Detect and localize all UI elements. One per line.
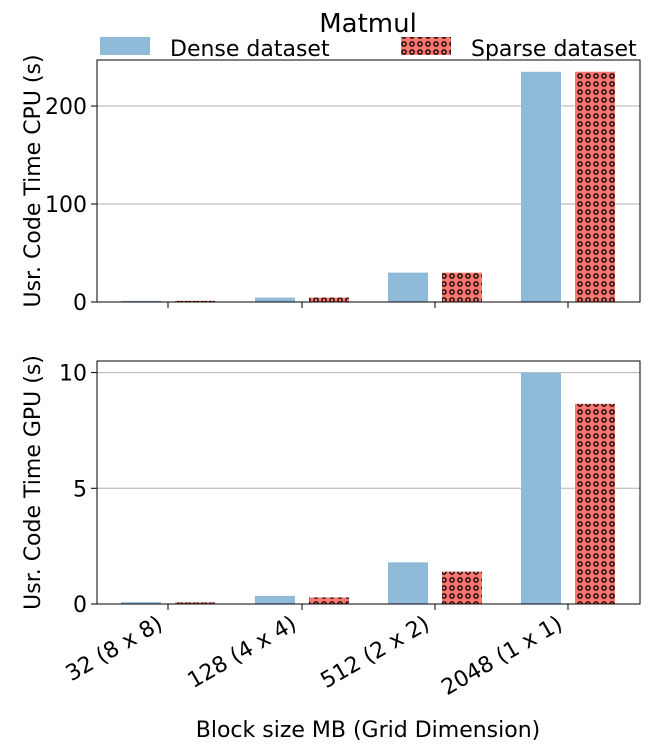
y-tick-label: 200 — [45, 95, 87, 120]
bar-sparse — [442, 571, 482, 604]
bar-sparse — [575, 71, 615, 303]
x-axis-label: Block size MB (Grid Dimension) — [196, 718, 540, 743]
bar-dense — [121, 300, 161, 302]
bar-dense — [255, 297, 295, 302]
bar-sparse — [175, 602, 215, 604]
y-tick-label: 5 — [73, 477, 87, 502]
axes-frame — [96, 360, 641, 605]
bar-dense — [388, 272, 428, 302]
bar-sparse — [175, 300, 215, 302]
x-tick-label: 32 (8 x 8) — [62, 612, 167, 687]
legend-label-dense: Dense dataset — [170, 37, 330, 62]
legend: Dense dataset Sparse dataset — [100, 37, 637, 62]
legend-swatch-sparse — [401, 37, 451, 55]
bar-dense — [521, 372, 561, 604]
legend-label-sparse: Sparse dataset — [471, 37, 637, 62]
x-tick-label: 512 (2 x 2) — [317, 612, 434, 694]
y-tick-label: 0 — [73, 593, 87, 618]
bar-dense — [521, 71, 561, 303]
y-tick-label: 0 — [73, 291, 87, 316]
bar-dense — [121, 602, 161, 604]
y-axis-label: Usr. Code Time CPU (s) — [21, 54, 46, 307]
bar-sparse — [309, 597, 349, 604]
bar-sparse — [575, 403, 615, 604]
legend-swatch-dense — [100, 37, 150, 55]
y-axis-label: Usr. Code Time GPU (s) — [21, 355, 46, 610]
bar-sparse — [442, 272, 482, 302]
bar-dense — [255, 595, 295, 604]
bar-sparse — [309, 297, 349, 302]
y-tick-label: 10 — [59, 362, 87, 387]
bar-dense — [388, 562, 428, 604]
y-tick-label: 100 — [45, 193, 87, 218]
x-tick-label: 2048 (1 x 1) — [437, 612, 567, 701]
axes-frame — [96, 59, 641, 303]
x-tick-label: 128 (4 x 4) — [184, 612, 301, 694]
chart-title: Matmul — [319, 9, 417, 39]
